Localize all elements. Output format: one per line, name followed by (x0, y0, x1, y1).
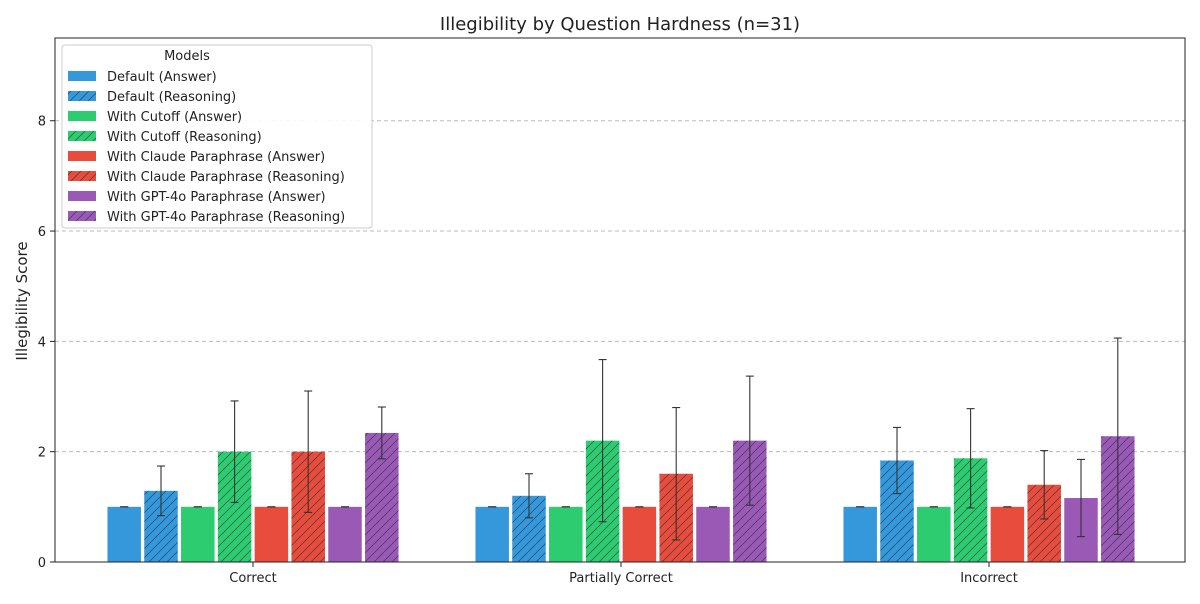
bar-with-claude-paraphrase-answer-correct (254, 506, 289, 562)
legend-items: Default (Answer) Default (Reasoning) With … (68, 70, 345, 225)
legend-label-with-cutoff-answer: With Cutoff (Answer) (107, 110, 242, 125)
error-bar (304, 390, 313, 513)
error-bar (598, 359, 607, 523)
error-bar (1113, 337, 1122, 535)
bar-default-answer-partially-correct (475, 506, 509, 562)
bar-with-cutoff-answer-partially-correct (549, 506, 583, 562)
legend-label-default-answer: Default (Answer) (107, 70, 217, 85)
error-bar (1077, 458, 1085, 538)
y-tick-label: 4 (38, 335, 46, 350)
error-bar (745, 375, 754, 506)
error-bar (1040, 450, 1049, 520)
legend-swatch-with-cutoff-reasoning (68, 131, 96, 141)
error-bar (525, 473, 533, 519)
bar-with-claude-paraphrase-answer-incorrect (990, 506, 1025, 562)
error-bar (966, 408, 975, 509)
x-axis-ticks: Correct Partially Correct Incorrect (229, 562, 1018, 586)
legend-label-with-gpt-4o-paraphrase-answer: With GPT-4o Paraphrase (Answer) (107, 190, 326, 205)
bar-default-answer-incorrect (843, 506, 877, 562)
legend-swatch-with-claude-paraphrase-reasoning (68, 171, 96, 181)
legend-title: Models (164, 49, 210, 64)
error-bars-layer (120, 337, 1122, 541)
y-axis-label: Illegibility Score (13, 241, 31, 360)
legend-label-with-gpt-4o-paraphrase-reasoning: With GPT-4o Paraphrase (Reasoning) (107, 210, 345, 225)
legend-label-with-claude-paraphrase-reasoning: With Claude Paraphrase (Reasoning) (107, 170, 345, 185)
y-tick-label: 8 (38, 115, 46, 130)
bar-with-gpt-4o-paraphrase-answer-partially-correct (696, 506, 730, 562)
bar-with-claude-paraphrase-answer-partially-correct (622, 506, 657, 562)
legend-label-with-cutoff-reasoning: With Cutoff (Reasoning) (107, 130, 262, 145)
plot-frame (54, 37, 1186, 563)
error-bar (672, 407, 681, 541)
chart-title: Illegibility by Question Hardness (n=31) (440, 14, 800, 35)
legend-swatch-with-claude-paraphrase-answer (68, 151, 96, 161)
legend-swatch-default-reasoning (68, 91, 96, 101)
error-bar (893, 426, 901, 495)
y-tick-label: 0 (38, 556, 46, 571)
legend-box (61, 44, 373, 229)
bar-with-cutoff-answer-correct (181, 506, 215, 562)
y-tick-label: 6 (38, 225, 46, 240)
legend-swatch-with-cutoff-answer (68, 111, 96, 121)
legend-label-with-claude-paraphrase-answer: With Claude Paraphrase (Answer) (107, 150, 325, 165)
y-axis-ticks: 0 2 4 6 8 (38, 115, 55, 571)
error-bar (377, 406, 386, 460)
legend-swatch-with-gpt-4o-paraphrase-reasoning (68, 211, 96, 221)
y-tick-label: 2 (38, 446, 46, 461)
grid-lines (55, 120, 1185, 453)
x-tick-label: Incorrect (960, 571, 1018, 586)
x-tick-label: Partially Correct (569, 571, 673, 586)
legend: Models Default (Answer) Default (Reasonin… (61, 44, 373, 229)
x-tick-label: Correct (229, 571, 276, 586)
error-bar (157, 465, 165, 517)
error-bar (230, 400, 239, 503)
legend-swatch-default-answer (68, 71, 96, 81)
bar-default-answer-correct (107, 506, 141, 562)
legend-label-default-reasoning: Default (Reasoning) (107, 90, 236, 105)
legend-swatch-with-gpt-4o-paraphrase-answer (68, 191, 96, 201)
bar-with-cutoff-answer-incorrect (917, 506, 951, 562)
bar-with-gpt-4o-paraphrase-answer-correct (328, 506, 362, 562)
